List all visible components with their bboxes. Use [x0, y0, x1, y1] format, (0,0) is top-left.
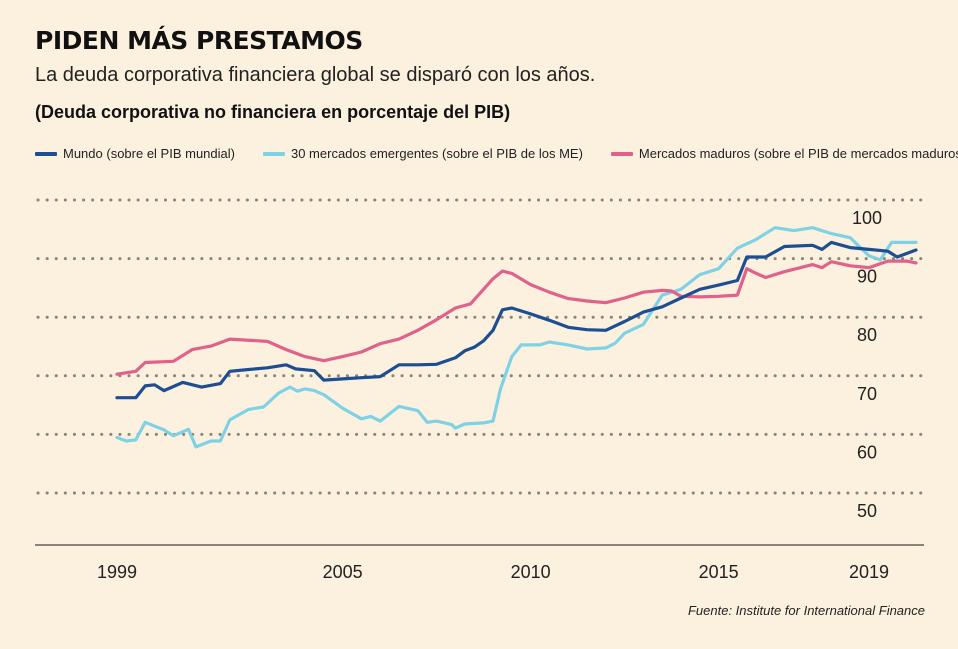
- y-tick-label-90: 90: [857, 267, 877, 287]
- x-tick-label-2019: 2019: [849, 562, 889, 582]
- y-tick-label-70: 70: [857, 384, 877, 404]
- legend-label-maduros: Mercados maduros (sobre el PIB de mercad…: [638, 146, 958, 161]
- gridlines: [36, 198, 924, 495]
- x-tick-label-2010: 2010: [511, 562, 551, 582]
- legend-label-emergentes: 30 mercados emergentes (sobre el PIB de …: [290, 146, 583, 161]
- legend-swatch-mundo: [35, 151, 57, 156]
- x-tick-label-2015: 2015: [699, 562, 739, 582]
- legend: Mundo (sobre el PIB mundial) 30 mercados…: [35, 146, 958, 161]
- x-axis-labels: 1999 2005 2010 2015 2019: [97, 562, 889, 582]
- legend-swatch-maduros: [610, 151, 633, 156]
- legend-item-emergentes: 30 mercados emergentes (sobre el PIB de …: [262, 146, 583, 161]
- series-line-mundo: [115, 240, 918, 400]
- series-line-maduros: [115, 259, 918, 376]
- legend-label-mundo: Mundo (sobre el PIB mundial): [63, 146, 235, 161]
- chart-title: PIDEN MÁS PRESTAMOS: [35, 26, 363, 55]
- y-axis-labels: 50 60 70 80 90 100: [852, 208, 882, 521]
- legend-item-maduros: Mercados maduros (sobre el PIB de mercad…: [610, 146, 958, 161]
- legend-swatch-emergentes: [262, 151, 285, 156]
- source-note: Fuente: Institute for International Fina…: [687, 603, 925, 618]
- series-lines: [115, 226, 918, 449]
- series-line-emergentes: [115, 226, 918, 449]
- y-tick-label-50: 50: [857, 501, 877, 521]
- y-tick-label-80: 80: [857, 325, 877, 345]
- y-tick-label-60: 60: [857, 442, 877, 462]
- unit-label: (Deuda corporativa no financiera en porc…: [35, 102, 511, 122]
- chart-subtitle: La deuda corporativa financiera global s…: [35, 64, 596, 86]
- legend-item-mundo: Mundo (sobre el PIB mundial): [35, 146, 235, 161]
- x-tick-label-2005: 2005: [323, 562, 363, 582]
- y-tick-label-100: 100: [852, 208, 882, 228]
- x-tick-label-1999: 1999: [97, 562, 137, 582]
